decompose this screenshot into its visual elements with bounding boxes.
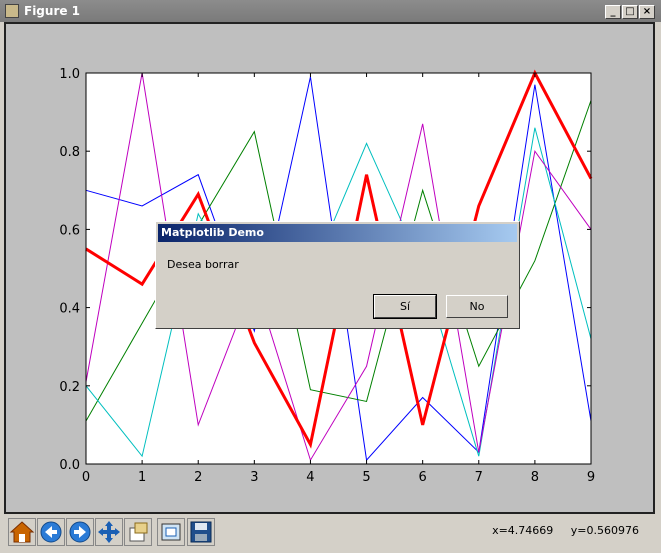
no-button[interactable]: No <box>446 295 508 318</box>
x-tick-label: 3 <box>250 470 258 485</box>
yes-button[interactable]: Sí <box>373 294 437 319</box>
x-tick-label: 4 <box>306 470 314 485</box>
pan-button[interactable] <box>95 518 123 546</box>
x-tick-label: 8 <box>531 470 539 485</box>
plot-frame <box>85 72 592 465</box>
y-tick-label: 1.0 <box>59 67 80 82</box>
window-titlebar[interactable]: Figure 1 _ □ × <box>0 0 661 22</box>
x-tick-label: 6 <box>419 470 427 485</box>
minimize-button[interactable]: _ <box>605 5 621 19</box>
y-tick-label: 0.2 <box>59 380 80 395</box>
close-button[interactable]: × <box>639 5 655 19</box>
save-button[interactable] <box>187 518 215 546</box>
cursor-coordinates: x=4.74669 y=0.560976 <box>492 524 639 537</box>
y-tick-label: 0.0 <box>59 458 80 473</box>
y-tick-label: 0.4 <box>59 302 80 317</box>
confirm-dialog: Matplotlib Demo Desea borrar Sí No <box>155 221 520 329</box>
x-tick-label: 7 <box>475 470 483 485</box>
x-tick-label: 9 <box>587 470 595 485</box>
x-tick-label: 1 <box>138 470 146 485</box>
forward-icon <box>69 521 91 543</box>
save-icon <box>190 521 212 543</box>
back-icon <box>40 521 62 543</box>
dialog-title: Matplotlib Demo <box>158 224 517 242</box>
dialog-message: Desea borrar <box>167 258 239 271</box>
zoom-icon <box>129 522 148 542</box>
y-tick-label: 0.8 <box>59 145 80 160</box>
zoom-button[interactable] <box>124 518 152 546</box>
back-button[interactable] <box>37 518 65 546</box>
pan-icon <box>98 521 120 543</box>
navigation-toolbar: x=4.74669 y=0.560976 <box>0 516 661 553</box>
maximize-button[interactable]: □ <box>622 5 638 19</box>
forward-button[interactable] <box>66 518 94 546</box>
x-tick-label: 2 <box>194 470 202 485</box>
app-icon <box>5 4 19 18</box>
home-icon <box>9 521 35 543</box>
subplots-icon <box>161 523 181 541</box>
y-tick-label: 0.6 <box>59 223 80 238</box>
x-tick-label: 5 <box>362 470 370 485</box>
home-button[interactable] <box>8 518 36 546</box>
subplots-button[interactable] <box>157 518 185 546</box>
x-tick-label: 0 <box>82 470 90 485</box>
window-title: Figure 1 <box>24 4 81 18</box>
